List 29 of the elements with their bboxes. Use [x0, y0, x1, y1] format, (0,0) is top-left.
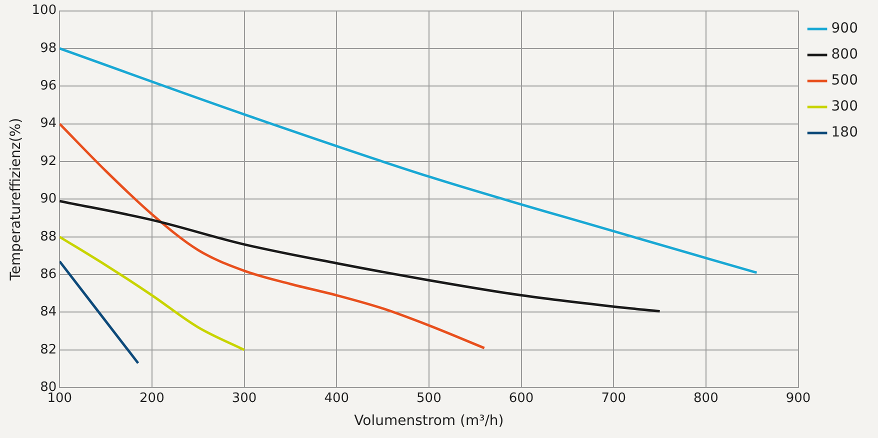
y-tick-label: 92	[40, 154, 57, 169]
line-series	[60, 47, 758, 274]
y-tick-label: 98	[40, 40, 57, 56]
x-tick-label: 700	[601, 390, 626, 406]
y-tick-label: 94	[40, 116, 57, 132]
legend-label: 180	[831, 124, 858, 141]
y-tick-label: 86	[40, 266, 57, 282]
x-tick-label: 500	[416, 390, 442, 406]
y-tick-label: 82	[40, 342, 57, 358]
x-tick-label: 300	[232, 390, 257, 406]
legend-label: 800	[831, 46, 858, 63]
x-tick-label: 200	[140, 390, 164, 406]
x-tick-label: 600	[508, 390, 534, 406]
y-tick-label: 100	[32, 3, 57, 18]
legend-label: 500	[831, 72, 858, 89]
x-tick-label: 800	[694, 390, 718, 406]
y-axis-title: Temperatureffizienz(%)	[8, 118, 24, 282]
y-tick-label: 96	[40, 78, 57, 94]
x-axis-title: Volumenstrom (m³/h)	[354, 413, 504, 430]
legend-label: 900	[831, 20, 858, 37]
line-series	[60, 236, 246, 352]
y-tick-label: 88	[40, 229, 57, 244]
x-tick-label: 400	[324, 390, 350, 406]
y-tick-label: 90	[40, 192, 57, 207]
y-tick-label: 84	[40, 304, 57, 320]
x-tick-label: 900	[786, 390, 811, 406]
line-series	[60, 200, 662, 313]
legend-label: 300	[831, 98, 858, 115]
line-series	[60, 122, 486, 350]
